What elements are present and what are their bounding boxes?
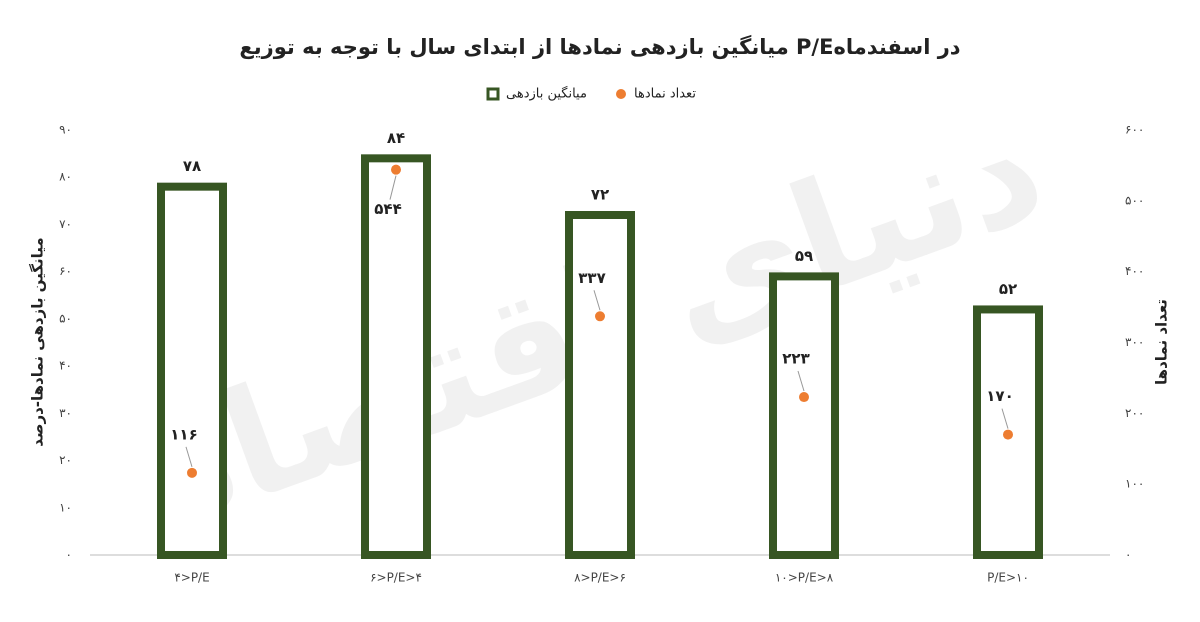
y-tick-label: ۷۰: [59, 217, 72, 231]
x-tick-label: P/E>۱۰: [987, 571, 1029, 585]
legend-marker: [486, 87, 500, 101]
bar: [769, 272, 839, 559]
point-value-label: ۵۴۴: [374, 200, 401, 218]
y-tick-label: ۳۰: [59, 406, 72, 420]
y-tick-label: ۱۰: [59, 500, 72, 514]
bar-value-label: ۵۹: [795, 247, 813, 265]
bar: [157, 182, 227, 560]
leader-line: [185, 446, 193, 467]
y-tick-label: ۲۰: [59, 453, 72, 467]
legend-label: میانگین بازدهی: [506, 86, 587, 102]
y-axis-title: میانگین بازدهی نمادها-درصد: [29, 237, 47, 446]
point-value-label: ۲۲۳: [782, 350, 809, 368]
scatter-point: [595, 311, 605, 322]
x-tick-label: ۱۰>P/E>۸: [775, 571, 834, 585]
leader-line: [797, 370, 805, 392]
y-tick-label: ۴۰: [59, 359, 72, 373]
point-value-label: ۳۳۷: [578, 269, 605, 287]
bar-value-label: ۵۲: [999, 280, 1017, 298]
y-tick-label: ۵۰: [59, 311, 72, 325]
y-tick-label: ۶۰: [59, 264, 72, 278]
y2-tick-label: ۲۰۰: [1125, 406, 1144, 420]
scatter-point: [187, 467, 197, 478]
leader-line: [593, 290, 601, 311]
y2-tick-label: ۳۰۰: [1125, 335, 1144, 349]
y-tick-label: ۹۰: [59, 123, 72, 137]
legend-marker: [616, 89, 626, 99]
x-tick-label: ۶>P/E>۴: [370, 571, 422, 585]
x-tick-label: ۴>P/E: [174, 571, 209, 585]
y2-tick-label: ۱۰۰: [1125, 477, 1144, 491]
bar-value-label: ۸۴: [387, 129, 405, 147]
scatter-point: [799, 392, 809, 403]
y2-tick-label: ۵۰۰: [1125, 193, 1144, 207]
legend-label: تعداد نمادها: [634, 87, 696, 102]
bar: [565, 211, 635, 559]
leader-line: [1001, 408, 1009, 429]
leader-line: [389, 175, 397, 200]
point-value-label: ۱۷۰: [986, 387, 1013, 405]
x-tick-label: ۸>P/E>۶: [574, 571, 626, 585]
y-tick-label: ۸۰: [59, 170, 72, 184]
scatter-point: [1003, 429, 1013, 440]
bar-value-label: ۷۲: [591, 186, 609, 204]
scatter-point: [391, 164, 401, 175]
y-tick-label: ۰: [66, 548, 72, 562]
bar: [361, 154, 431, 559]
y2-tick-label: ۶۰۰: [1125, 123, 1144, 137]
chart-title: میانگین بازدهی نمادها از ابتدای سال با ت…: [239, 34, 960, 59]
bar-value-label: ۷۸: [183, 157, 201, 175]
y2-tick-label: ۴۰۰: [1125, 264, 1144, 278]
y2-tick-label: ۰: [1125, 548, 1131, 562]
y2-axis-title: تعداد نمادها: [1153, 299, 1171, 385]
point-value-label: ۱۱۶: [170, 425, 197, 443]
